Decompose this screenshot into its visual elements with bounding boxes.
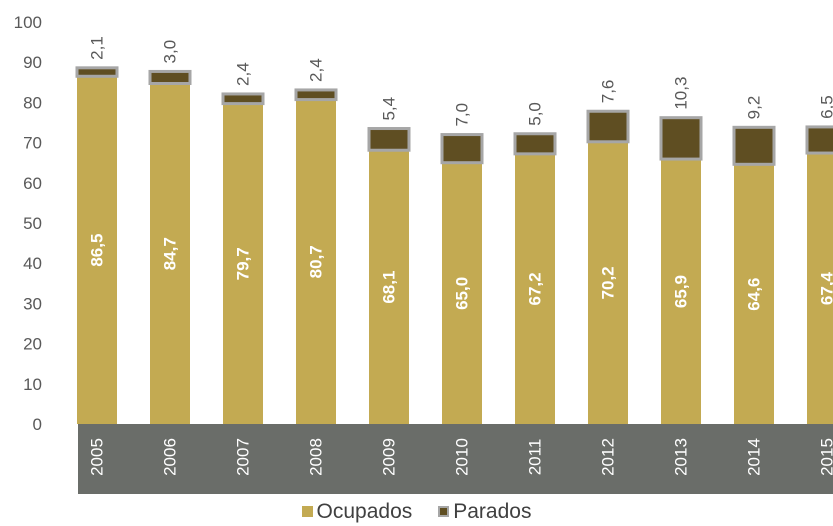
y-tick-label: 80	[23, 93, 42, 112]
data-label-ocupados-2008: 80,7	[307, 245, 326, 278]
y-tick-label: 90	[23, 53, 42, 72]
bar-ocupados-2005	[77, 76, 117, 425]
legend-item-parados: Parados	[438, 500, 531, 524]
y-tick-label: 50	[23, 214, 42, 233]
legend-swatch-parados	[438, 506, 450, 517]
y-tick-label: 20	[23, 335, 42, 354]
y-tick-label: 60	[23, 174, 42, 193]
bar-ocupados-2011	[515, 153, 555, 424]
data-label-parados-2009: 5,4	[380, 97, 399, 121]
legend-label-parados: Parados	[453, 499, 532, 523]
x-tick-label-2009: 2009	[380, 438, 399, 476]
y-tick-label: 0	[33, 415, 42, 434]
x-tick-label-2006: 2006	[161, 438, 180, 476]
bar-ocupados-2015	[807, 153, 833, 424]
y-tick-label: 40	[23, 254, 42, 273]
bar-ocupados-2012	[588, 141, 628, 424]
x-tick-label-2007: 2007	[234, 438, 253, 476]
y-tick-label: 100	[14, 13, 42, 32]
data-label-parados-2013: 10,3	[672, 77, 691, 110]
data-label-parados-2012: 7,6	[599, 80, 618, 104]
y-axis: 0 10 20 30 40 50 60 70 80 90 100	[14, 13, 42, 434]
x-tick-label-2015: 2015	[818, 438, 833, 476]
data-label-parados-2011: 5,0	[526, 102, 545, 126]
data-label-ocupados-2006: 84,7	[161, 237, 180, 270]
data-label-ocupados-2011: 67,2	[526, 272, 545, 305]
bar-parados-2007	[221, 92, 265, 106]
bar-parados-2006	[148, 69, 192, 86]
bar-parados-2009	[367, 127, 411, 152]
x-tick-label-2011: 2011	[526, 439, 545, 476]
bar-parados-2013	[659, 116, 703, 161]
data-label-ocupados-2015: 67,4	[818, 271, 833, 305]
bar-parados-2008	[294, 88, 338, 102]
bar-ocupados-2006	[150, 83, 190, 425]
x-tick-label-2014: 2014	[745, 438, 764, 476]
data-label-parados-2015: 6,5	[818, 95, 833, 119]
x-axis: 2005 2006 2007 2008 2009 2010 2011 2012 2013 2014…	[88, 438, 833, 476]
data-label-parados-2006: 3,0	[161, 40, 180, 64]
data-label-ocupados-2005: 86,5	[88, 234, 107, 267]
x-tick-label-2010: 2010	[453, 438, 472, 476]
x-tick-label-2013: 2013	[672, 438, 691, 476]
bar-ocupados-2010	[442, 162, 482, 424]
data-label-parados-2010: 7,0	[453, 103, 472, 127]
data-label-parados-2007: 2,4	[234, 62, 253, 86]
category-band	[78, 424, 833, 494]
data-label-parados-2008: 2,4	[307, 58, 326, 82]
data-label-ocupados-2012: 70,2	[599, 266, 618, 299]
x-tick-label-2008: 2008	[307, 438, 326, 476]
legend-label-ocupados: Ocupados	[316, 499, 413, 523]
data-labels: 86,5 2,1 84,7 3,0 79,7 2,4 80,7 2,4 68,1 5,4 65,0 7…	[88, 36, 833, 311]
bar-ocupados-2014	[734, 164, 774, 425]
bar-parados-2010	[440, 133, 484, 165]
data-label-ocupados-2014: 64,6	[745, 278, 764, 311]
data-label-ocupados-2009: 68,1	[380, 271, 399, 304]
bar-ocupados-2013	[661, 159, 701, 424]
y-tick-label: 10	[23, 375, 42, 394]
bar-ocupados-2008	[296, 99, 336, 424]
stacked-bar-chart: 0 10 20 30 40 50 60 70 80 90 100 86,5 2,1 84,7 3,0 79,…	[14, 13, 833, 494]
data-label-ocupados-2013: 65,9	[672, 275, 691, 308]
legend-item-ocupados: Ocupados	[301, 499, 413, 524]
bar-parados-2014	[732, 125, 776, 166]
legend-swatch-ocupados	[301, 506, 313, 517]
x-tick-label-2012: 2012	[599, 438, 618, 476]
bar-parados-2011	[513, 132, 557, 156]
data-label-parados-2005: 2,1	[88, 36, 107, 60]
data-label-ocupados-2007: 79,7	[234, 247, 253, 280]
bars	[75, 66, 833, 425]
bar-ocupados-2007	[223, 103, 263, 424]
bar-ocupados-2009	[369, 150, 409, 424]
category-band-background	[78, 424, 833, 494]
y-tick-label: 30	[23, 294, 42, 313]
bar-parados-2015	[805, 125, 833, 155]
data-label-ocupados-2010: 65,0	[453, 277, 472, 310]
bar-parados-2005	[75, 66, 119, 78]
bar-parados-2012	[586, 109, 630, 144]
data-label-parados-2014: 9,2	[745, 96, 764, 120]
legend: Ocupados Parados	[0, 497, 833, 526]
x-tick-label-2005: 2005	[88, 438, 107, 476]
y-tick-label: 70	[23, 134, 42, 153]
